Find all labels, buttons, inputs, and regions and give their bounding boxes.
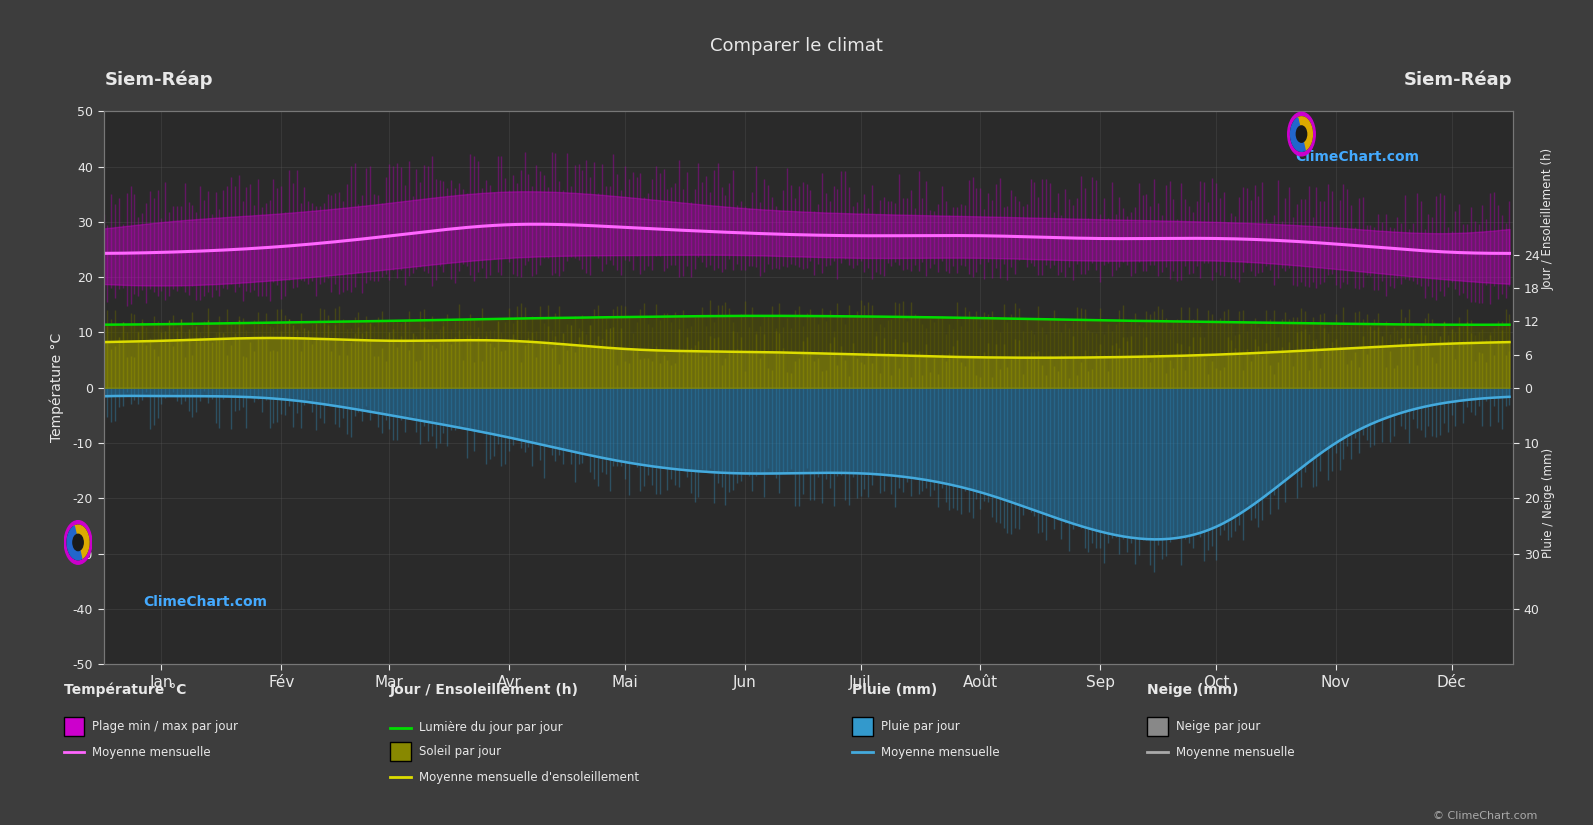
- Text: ClimeChart.com: ClimeChart.com: [143, 595, 268, 609]
- Text: Soleil par jour: Soleil par jour: [419, 745, 502, 758]
- Wedge shape: [1290, 118, 1305, 151]
- Circle shape: [67, 526, 89, 559]
- Text: Moyenne mensuelle: Moyenne mensuelle: [881, 746, 999, 759]
- Circle shape: [1290, 117, 1313, 151]
- Circle shape: [1287, 112, 1316, 156]
- Text: Pluie (mm): Pluie (mm): [852, 683, 938, 697]
- Text: ClimeChart.com: ClimeChart.com: [1295, 150, 1419, 164]
- Wedge shape: [1298, 117, 1313, 150]
- Text: Moyenne mensuelle: Moyenne mensuelle: [92, 746, 210, 759]
- Text: Comparer le climat: Comparer le climat: [710, 37, 883, 55]
- Text: Température °C: Température °C: [64, 682, 186, 697]
- Circle shape: [73, 535, 83, 550]
- Text: Plage min / max par jour: Plage min / max par jour: [92, 720, 239, 733]
- Circle shape: [64, 521, 92, 564]
- Text: Jour / Ensoleillement (h): Jour / Ensoleillement (h): [1542, 148, 1555, 290]
- Text: Moyenne mensuelle: Moyenne mensuelle: [1176, 746, 1294, 759]
- Text: Pluie / Neige (mm): Pluie / Neige (mm): [1542, 448, 1555, 559]
- Text: Lumière du jour par jour: Lumière du jour par jour: [419, 721, 562, 734]
- Text: Siem-Réap: Siem-Réap: [105, 71, 213, 89]
- Text: Moyenne mensuelle d'ensoleillement: Moyenne mensuelle d'ensoleillement: [419, 771, 639, 784]
- Text: Neige (mm): Neige (mm): [1147, 683, 1238, 697]
- Y-axis label: Température °C: Température °C: [49, 333, 64, 442]
- Wedge shape: [67, 526, 81, 559]
- Circle shape: [1297, 126, 1306, 142]
- Text: © ClimeChart.com: © ClimeChart.com: [1432, 811, 1537, 821]
- Text: Siem-Réap: Siem-Réap: [1403, 71, 1512, 89]
- Text: Neige par jour: Neige par jour: [1176, 720, 1260, 733]
- Text: Pluie par jour: Pluie par jour: [881, 720, 959, 733]
- Text: Jour / Ensoleillement (h): Jour / Ensoleillement (h): [390, 683, 580, 697]
- Wedge shape: [75, 526, 89, 559]
